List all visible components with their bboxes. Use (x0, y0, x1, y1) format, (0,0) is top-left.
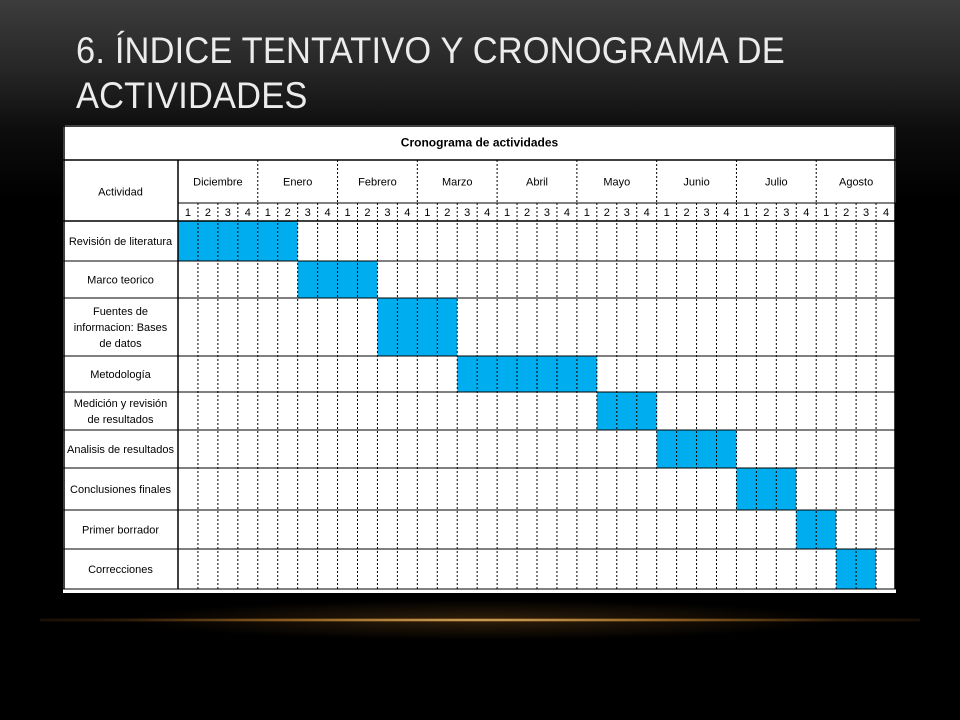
week-number: 2 (843, 207, 849, 219)
week-number: 1 (743, 207, 749, 219)
activity-cell-filled (556, 356, 577, 392)
activity-cell-filled (317, 261, 338, 298)
activity-cell-filled (417, 298, 438, 356)
activity-cell-filled (237, 221, 258, 261)
week-number: 1 (344, 207, 350, 219)
week-number: 4 (325, 207, 331, 219)
week-number: 2 (444, 207, 450, 219)
activity-cell-filled (736, 468, 757, 510)
month-header: Mayo (603, 176, 630, 188)
activity-cell-filled (178, 221, 198, 261)
activity-cell-filled (796, 510, 817, 549)
activity-label: Revisión de literatura (69, 236, 173, 248)
activity-cell-filled (676, 430, 697, 468)
activity-label: informacion: Bases (74, 322, 168, 334)
week-number: 2 (364, 207, 370, 219)
activity-cell-filled (397, 298, 418, 356)
activity-cell-filled (377, 298, 398, 356)
activity-cell-filled (716, 430, 737, 468)
week-number: 1 (185, 207, 191, 219)
week-number: 4 (883, 207, 889, 219)
week-number: 1 (424, 207, 430, 219)
activity-cell-filled (756, 468, 777, 510)
activity-cell-filled (776, 468, 797, 510)
month-header: Agosto (839, 176, 873, 188)
activity-label: Metodología (90, 369, 151, 381)
activity-cell-filled (277, 221, 298, 261)
month-header: Abril (526, 176, 548, 188)
week-number: 2 (684, 207, 690, 219)
week-number: 2 (604, 207, 610, 219)
activity-label: de resultados (87, 414, 154, 426)
activity-cell-filled (616, 392, 637, 430)
week-number: 3 (703, 207, 709, 219)
activity-cell-filled (477, 356, 498, 392)
month-header: Diciembre (193, 176, 243, 188)
week-number: 3 (464, 207, 470, 219)
week-number: 3 (544, 207, 550, 219)
activity-column-header: Actividad (98, 186, 143, 198)
activity-label: Medición y revisión (74, 398, 168, 410)
schedule-table: Cronograma de actividades Actividad Diciem… (63, 125, 897, 593)
activity-cell-filled (197, 221, 218, 261)
week-number: 4 (484, 207, 490, 219)
activity-cell-filled (696, 430, 717, 468)
week-number: 1 (584, 207, 590, 219)
week-number: 1 (504, 207, 510, 219)
week-number: 4 (245, 207, 251, 219)
activity-label: Fuentes de (93, 306, 148, 318)
month-header: Enero (283, 176, 312, 188)
activity-cell-filled (217, 221, 238, 261)
activity-cell-filled (337, 261, 358, 298)
activity-label: Primer borrador (82, 524, 159, 536)
week-number: 3 (225, 207, 231, 219)
month-header: Febrero (358, 176, 397, 188)
week-number: 3 (783, 207, 789, 219)
activity-cell-filled (497, 356, 518, 392)
activity-cell-filled (357, 261, 378, 298)
activity-label: Conclusiones finales (70, 484, 171, 496)
activity-cell-filled (656, 430, 677, 468)
activity-label: Analisis de resultados (67, 444, 175, 456)
week-number: 2 (205, 207, 211, 219)
activity-cell-filled (636, 392, 657, 430)
activity-label: de datos (99, 338, 142, 350)
decorative-divider-line (40, 618, 920, 622)
month-header: Julio (765, 176, 788, 188)
activity-label: Correcciones (88, 564, 153, 576)
week-number: 2 (763, 207, 769, 219)
week-number: 4 (644, 207, 650, 219)
activity-cell-filled (297, 261, 318, 298)
week-number: 4 (723, 207, 729, 219)
week-number: 3 (305, 207, 311, 219)
week-number: 2 (524, 207, 530, 219)
week-number: 1 (664, 207, 670, 219)
week-number: 4 (404, 207, 410, 219)
activity-cell-filled (437, 298, 458, 356)
schedule-title: Cronograma de actividades (401, 136, 559, 150)
week-number: 4 (564, 207, 570, 219)
week-number: 3 (624, 207, 630, 219)
week-number: 4 (803, 207, 809, 219)
activity-cell-filled (517, 356, 537, 392)
activity-cell-filled (257, 221, 278, 261)
activity-cell-filled (816, 510, 837, 549)
activity-cell-filled (856, 549, 877, 589)
gantt-chart: Cronograma de actividades Actividad Diciem… (63, 125, 897, 590)
activity-cell-filled (836, 549, 857, 589)
activity-label: Marco teorico (87, 274, 154, 286)
week-number: 1 (265, 207, 271, 219)
activity-cell-filled (576, 356, 597, 392)
week-number: 3 (863, 207, 869, 219)
month-header: Marzo (442, 176, 473, 188)
activity-cell-filled (457, 356, 478, 392)
month-header: Junio (683, 176, 709, 188)
week-number: 1 (823, 207, 829, 219)
week-number: 3 (384, 207, 390, 219)
activity-cell-filled (596, 392, 617, 430)
week-number: 2 (285, 207, 291, 219)
slide-title: 6. Índice tentativo y cronograma de acti… (76, 30, 785, 116)
activity-cell-filled (537, 356, 557, 392)
